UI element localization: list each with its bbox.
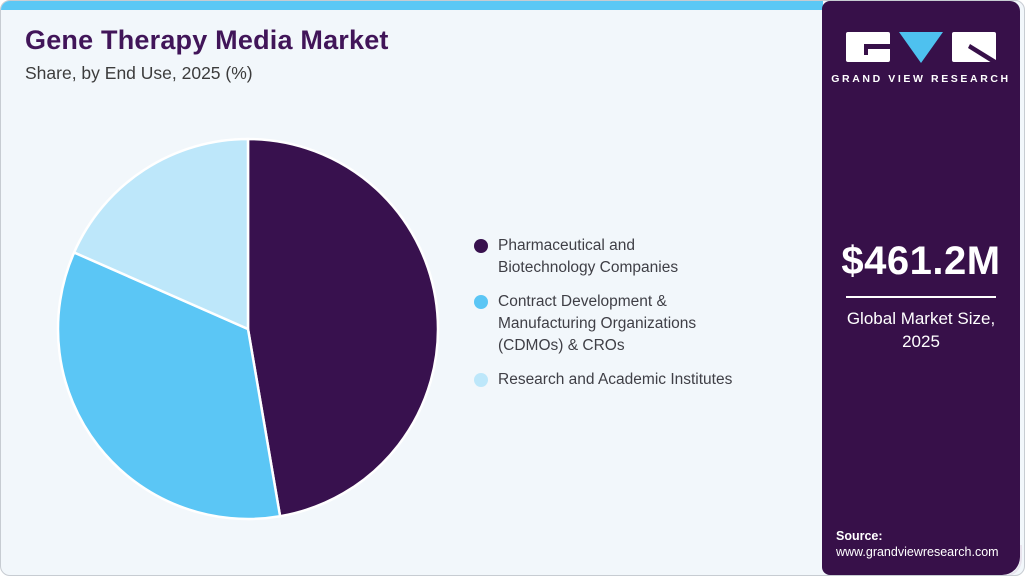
legend-item-cdmo-cro: Contract Development & Manufacturing Org… [474,291,732,357]
divider [846,296,996,298]
source-block: Source: www.grandviewresearch.com [836,529,999,559]
pie-slice-3 [72,137,250,331]
sidebar: GRAND VIEW RESEARCH $461.2M Global Marke… [822,1,1022,575]
market-size-block: $461.2M Global Market Size, 2025 [822,239,1020,353]
source-url: www.grandviewresearch.com [836,545,999,559]
legend: Pharmaceutical and Biotechnology Compani… [474,235,732,391]
legend-dot-pharma-biotech-icon [474,239,488,253]
legend-dot-cdmo-cro-icon [474,295,488,309]
grand-view-research-logo-icon [846,32,996,63]
pie-slice-1 [246,137,440,518]
brand-name: GRAND VIEW RESEARCH [831,73,1011,85]
header: Gene Therapy Media Market Share, by End … [25,25,389,84]
page-title: Gene Therapy Media Market [25,25,389,55]
source-label: Source: [836,529,883,543]
legend-dot-research-academic-icon [474,373,488,387]
legend-item-pharma-biotech: Pharmaceutical and Biotechnology Compani… [474,235,732,279]
legend-label: Research and Academic Institutes [498,371,733,388]
pie-chart [56,137,440,521]
brand-block: GRAND VIEW RESEARCH [822,29,1020,85]
market-size-label: Global Market Size, 2025 [846,309,996,351]
legend-label: Contract Development & Manufacturing Org… [498,293,697,354]
page-subtitle: Share, by End Use, 2025 (%) [25,63,253,83]
legend-label: Pharmaceutical and Biotechnology Compani… [498,237,679,276]
top-accent-bar [1,1,823,10]
market-size-value: $461.2M [841,239,1001,283]
legend-item-research-academic: Research and Academic Institutes [474,369,732,391]
